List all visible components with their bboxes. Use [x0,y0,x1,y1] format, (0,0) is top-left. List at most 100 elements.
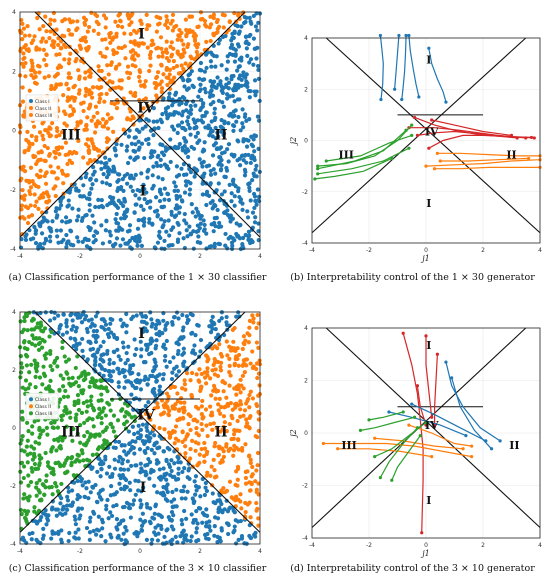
data-point [52,86,57,91]
data-point [225,212,231,218]
data-point [161,372,166,377]
data-point [76,91,82,96]
data-point [176,476,181,482]
data-point [33,466,39,471]
data-point [240,201,245,206]
data-point [139,311,144,316]
plot-frame [19,11,261,250]
data-point [48,126,53,131]
data-point [244,363,249,368]
data-point [81,108,86,114]
data-point [70,488,75,493]
data-point [141,223,147,228]
data-point [48,465,53,471]
data-point [50,531,55,536]
data-point [199,421,204,427]
x-tick-label: -4 [17,548,23,555]
data-point [43,14,48,19]
data-point [245,53,250,58]
trajectory-marker [435,151,439,155]
data-point [110,37,115,42]
region-label: I [426,197,431,210]
data-point [69,112,75,117]
data-point [111,48,116,53]
data-point [135,239,140,245]
data-point [50,219,55,224]
y-tick-label: 2 [304,86,308,93]
data-point [210,491,215,496]
data-point [32,454,37,459]
data-point [226,521,231,527]
data-point [244,79,249,84]
data-point [219,157,224,163]
data-point [108,510,113,515]
data-point [68,228,73,233]
data-point [88,324,93,329]
data-point [229,191,234,196]
data-point [225,353,230,358]
data-point [117,370,122,375]
data-point [32,505,37,510]
data-point [233,482,238,487]
data-point [76,207,81,212]
data-point [218,368,224,373]
data-point [73,127,78,132]
trajectory-blue [401,35,407,100]
data-point [153,375,158,380]
data-point [152,433,157,438]
data-point [103,16,109,21]
data-point [86,106,91,111]
data-point [34,325,39,330]
data-point [41,428,46,433]
data-point [73,59,78,64]
data-point [34,138,39,143]
x-tick-label: -2 [366,542,372,549]
data-point [226,531,231,537]
data-point [69,327,74,332]
data-point [32,203,38,209]
data-point [256,118,262,123]
data-point [147,220,152,225]
data-point [192,479,197,484]
data-point [110,243,116,248]
data-point [144,425,149,430]
data-point [243,481,249,486]
data-point [48,378,53,383]
x-tick-label: -4 [309,542,315,549]
data-point [114,517,120,522]
data-point [218,167,224,172]
data-point [48,364,53,369]
data-point [82,20,87,25]
data-point [108,30,113,36]
data-point [125,241,130,246]
data-point [45,145,50,151]
data-point [196,212,202,217]
data-point [185,234,190,239]
data-point [25,460,30,465]
data-point [85,161,91,166]
data-point [146,118,151,123]
data-point [145,45,150,50]
data-point [179,63,184,68]
data-point [123,525,128,530]
data-point [256,371,262,376]
data-point [94,378,99,383]
data-point [147,352,152,357]
data-point [242,14,247,20]
data-point [88,177,93,182]
y-tick-label: 0 [304,138,308,145]
data-point [174,164,179,169]
data-point [237,163,243,168]
data-point [221,25,226,30]
data-point [75,400,80,405]
data-point [244,46,249,51]
data-point [100,325,105,330]
data-point [181,350,187,356]
data-point [113,217,118,222]
data-point [177,231,182,236]
region-label: II [506,148,516,161]
data-point [89,317,94,322]
data-point [27,531,32,536]
data-point [221,104,226,109]
data-point [54,145,59,151]
